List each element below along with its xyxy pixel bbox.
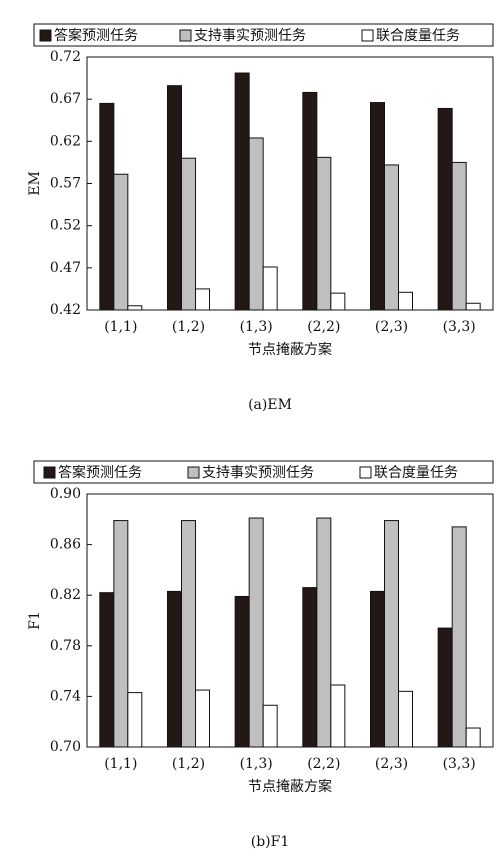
bar — [370, 590, 385, 748]
y-tick-label: 0.74 — [50, 688, 81, 704]
bar — [330, 292, 346, 311]
y-tick-label: 0.42 — [50, 302, 81, 318]
bar — [384, 164, 399, 311]
legend-frame — [33, 460, 494, 484]
x-axis-label: 节点掩蔽方案 — [248, 341, 332, 358]
bar — [316, 517, 332, 748]
legend-swatch — [179, 29, 192, 42]
bar — [370, 102, 385, 311]
y-tick-label: 0.47 — [50, 260, 81, 276]
caption: (a)EM — [248, 397, 292, 413]
legend-label: 答案预测任务 — [54, 27, 138, 44]
legend-swatch — [187, 466, 200, 479]
y-tick-label: 0.86 — [50, 537, 81, 553]
legend-frame — [33, 23, 494, 47]
legend-swatch — [39, 29, 52, 42]
bar — [262, 266, 278, 311]
bar — [262, 704, 278, 748]
x-tick-label: (1,1) — [104, 319, 137, 335]
bar — [302, 91, 318, 311]
x-tick-label: (2,3) — [375, 756, 408, 772]
y-tick-label: 0.72 — [50, 49, 81, 65]
bar — [248, 137, 264, 311]
x-tick-label: (2,3) — [375, 319, 408, 335]
bar — [195, 689, 210, 748]
bar — [113, 173, 129, 311]
bar — [181, 520, 196, 748]
bar — [167, 85, 182, 311]
bar — [437, 627, 453, 748]
legend-label: 联合度量任务 — [374, 465, 458, 481]
legend-label: 支持事实预测任务 — [202, 465, 314, 481]
x-tick-label: (1,2) — [172, 319, 205, 335]
y-tick-label: 0.78 — [50, 638, 81, 654]
bar — [465, 727, 481, 748]
x-tick-label: (1,2) — [172, 756, 205, 772]
bar — [167, 590, 182, 748]
y-tick-label: 0.70 — [50, 739, 81, 755]
y-tick-label: 0.62 — [50, 133, 81, 149]
plot-frame — [86, 493, 494, 748]
bar — [181, 157, 196, 311]
x-tick-label: (1,3) — [240, 756, 273, 772]
y-tick-label: 0.90 — [50, 486, 81, 502]
x-tick-label: (1,3) — [240, 319, 273, 335]
x-tick-label: (2,2) — [307, 756, 340, 772]
plot-frame — [86, 56, 494, 311]
bar — [398, 690, 413, 748]
y-axis-label: F1 — [27, 611, 43, 630]
bar — [234, 72, 250, 311]
y-tick-label: 0.82 — [50, 587, 81, 603]
bar — [384, 520, 399, 748]
legend-swatch — [43, 466, 56, 479]
legend-label: 答案预测任务 — [58, 464, 142, 481]
y-tick-label: 0.67 — [50, 91, 81, 107]
bar — [451, 526, 467, 748]
y-tick-label: 0.52 — [50, 218, 81, 234]
bar — [465, 302, 481, 311]
x-tick-label: (3,3) — [443, 756, 476, 772]
x-tick-label: (1,1) — [104, 756, 137, 772]
y-tick-label: 0.57 — [50, 176, 81, 192]
x-tick-label: (2,2) — [307, 319, 340, 335]
x-tick-label: (3,3) — [443, 319, 476, 335]
bar — [195, 288, 210, 311]
legend-swatch — [359, 466, 372, 479]
legend-label: 支持事实预测任务 — [194, 28, 306, 44]
bar — [127, 692, 143, 748]
bar — [451, 161, 467, 311]
bar — [234, 595, 250, 748]
bar — [330, 684, 346, 748]
y-axis-label: EM — [27, 171, 43, 196]
caption: (b)F1 — [251, 834, 290, 850]
legend-label: 联合度量任务 — [376, 28, 460, 44]
bar — [248, 517, 264, 748]
bar — [99, 102, 115, 311]
x-axis-label: 节点掩蔽方案 — [248, 778, 332, 795]
bar — [437, 107, 453, 311]
bar — [316, 156, 332, 311]
bar — [398, 291, 413, 311]
bar — [127, 305, 143, 311]
bar — [113, 520, 129, 748]
bar — [99, 592, 115, 748]
legend-swatch — [361, 29, 374, 42]
bar — [302, 587, 318, 748]
